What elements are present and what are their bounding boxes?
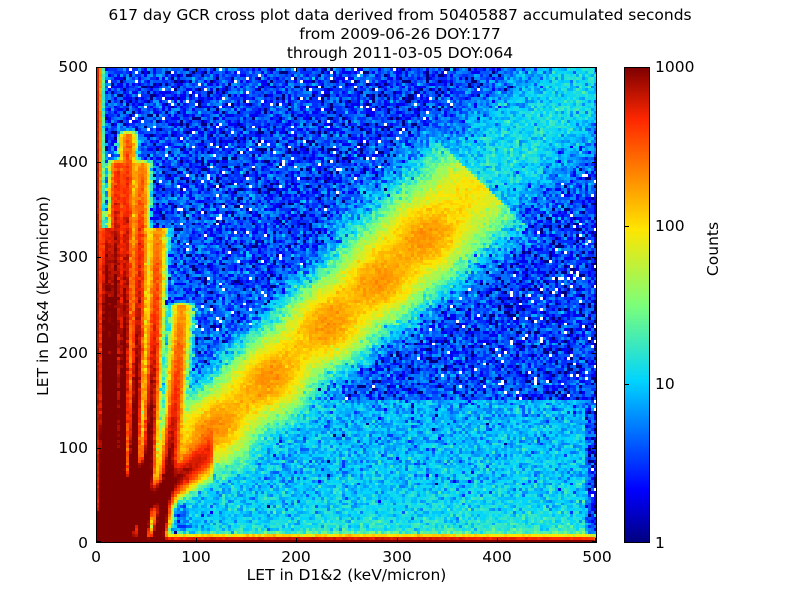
x-tick [296,538,298,543]
x-tick-label: 100 [181,548,211,566]
y-tick-right [592,67,597,69]
x-tick [196,538,198,543]
y-tick-label: 200 [58,344,88,362]
colorbar-tick [624,384,629,386]
x-axis-label: LET in D1&2 (keV/micron) [246,566,447,584]
x-tick-top [595,67,597,72]
y-tick-label: 500 [58,58,88,76]
y-tick-right [592,257,597,259]
title-line-3: through 2011-03-05 DOY:064 [286,44,514,62]
colorbar-label: Counts [704,221,722,277]
colorbar-tick-label: 1 [655,534,665,552]
colorbar-tick-label: 1000 [655,58,695,76]
y-tick [96,353,101,355]
y-tick-right [592,448,597,450]
colorbar [624,67,650,543]
x-tick-label: 0 [91,548,101,566]
x-tick-top [397,67,399,72]
colorbar-tick-label: 10 [655,375,675,393]
title-line-1: 617 day GCR cross plot data derived from… [108,6,692,24]
y-tick-right [592,353,597,355]
y-tick-label: 0 [78,534,88,552]
colorbar-gradient [624,67,650,543]
x-tick-label: 200 [281,548,311,566]
x-tick [497,538,499,543]
x-tick-label: 500 [582,548,612,566]
x-tick [96,538,98,543]
title-line-2: from 2009-06-26 DOY:177 [299,25,501,43]
x-tick-top [296,67,298,72]
y-tick [96,541,101,543]
y-axis-label: LET in D3&4 (keV/micron) [34,196,52,396]
y-tick-right [592,541,597,543]
y-tick-label: 100 [58,439,88,457]
x-tick [595,538,597,543]
x-tick-top [96,67,98,72]
x-tick-label: 300 [382,548,412,566]
y-tick-label: 300 [58,248,88,266]
y-tick [96,162,101,164]
plot-area [96,67,597,543]
colorbar-tick-label: 100 [655,217,685,235]
y-tick [96,67,101,69]
y-tick-label: 400 [58,153,88,171]
density-heatmap [96,67,597,543]
colorbar-tick [624,226,629,228]
y-tick-right [592,162,597,164]
y-tick [96,448,101,450]
x-tick-label: 400 [482,548,512,566]
x-tick [397,538,399,543]
y-tick [96,257,101,259]
figure-title: 617 day GCR cross plot data derived from… [0,6,800,63]
x-tick-top [196,67,198,72]
x-tick-top [497,67,499,72]
